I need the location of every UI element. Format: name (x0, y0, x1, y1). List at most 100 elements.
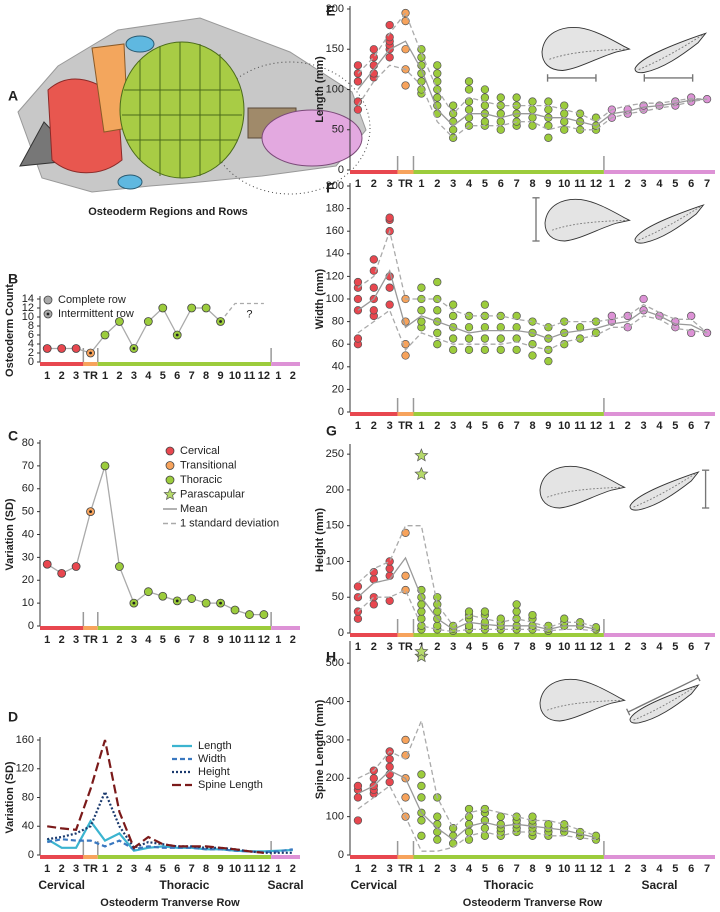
region-bar (413, 855, 604, 859)
x-tick-label: 1 (355, 641, 361, 653)
x-tick-label: 12 (590, 420, 602, 432)
x-tick-label: 2 (625, 178, 631, 190)
y-tick-label: 100 (326, 83, 344, 95)
data-point (449, 311, 458, 321)
x-tick-label: 4 (656, 863, 663, 875)
y-tick-label: 150 (326, 43, 344, 55)
x-tick-label: 10 (229, 863, 241, 875)
data-point (401, 585, 410, 595)
data-point (560, 101, 569, 110)
y-axis-label: Osteoderm Count (4, 284, 16, 377)
data-point (496, 109, 505, 118)
data-point (480, 300, 490, 309)
x-tick-label: 2 (116, 370, 122, 382)
data-point (401, 351, 410, 360)
y-tick-label: 10 (22, 311, 34, 323)
data-point (259, 610, 269, 619)
data-point (353, 793, 363, 802)
midline (638, 205, 702, 241)
data-point (464, 97, 474, 106)
y-tick-label: 80 (22, 791, 34, 803)
x-tick-label: 5 (672, 863, 678, 875)
region-name: Thoracic (159, 878, 209, 892)
x-tick-label: 1 (418, 178, 424, 190)
x-tick-label: 5 (672, 420, 678, 432)
x-tick-label: 12 (590, 178, 602, 190)
data-point (385, 596, 394, 605)
x-tick-label: 10 (229, 634, 241, 646)
y-tick-label: 8 (28, 320, 34, 332)
legend-label: Height (198, 766, 230, 778)
data-point (433, 340, 442, 349)
x-tick-label: 7 (514, 863, 520, 875)
data-point (417, 317, 426, 326)
x-tick-label: 6 (498, 178, 504, 190)
measure-cap (626, 708, 631, 716)
x-tick-label: 1 (355, 863, 361, 875)
panel-label: E (326, 3, 335, 19)
osteoderm-lateral (541, 26, 631, 71)
x-tick-label: 7 (704, 863, 710, 875)
x-tick-label: 1 (609, 420, 615, 432)
x-tick-label: 4 (466, 641, 473, 653)
x-tick-label: 4 (145, 370, 152, 382)
y-tick-label: 150 (326, 520, 344, 532)
intermittent-dot (89, 351, 92, 355)
data-point (401, 793, 410, 802)
data-point (544, 121, 553, 130)
x-tick-label: 9 (545, 178, 551, 190)
x-tick-label: 3 (73, 370, 79, 382)
x-tick-label: 7 (514, 641, 520, 653)
region-bar (603, 633, 715, 637)
y-tick-label: 60 (332, 338, 344, 350)
data-point (449, 300, 458, 309)
panel-a-illustration: A Osteoderm Regions and Rows (8, 17, 371, 218)
intermittent-dot (219, 601, 222, 605)
data-point (42, 344, 52, 353)
region-bar (40, 855, 84, 859)
x-tick-label: 8 (203, 370, 209, 382)
x-tick-label: 1 (275, 634, 281, 646)
midline (633, 472, 697, 508)
data-point (480, 101, 490, 110)
x-tick-label: 5 (482, 863, 488, 875)
x-tick-label: 2 (290, 634, 296, 646)
mean-line (357, 556, 597, 631)
data-point (417, 306, 426, 315)
x-tick-label: 4 (656, 420, 663, 432)
x-tick-label: 2 (59, 370, 65, 382)
region-bar (397, 633, 414, 637)
x-tick-label: TR (83, 370, 98, 382)
data-point (369, 266, 378, 275)
legend-label: Parascapular (180, 488, 245, 500)
data-point (417, 831, 426, 840)
data-point (433, 77, 442, 86)
x-tick-label: 2 (371, 420, 377, 432)
panel-label: G (326, 423, 337, 439)
data-point (433, 306, 442, 315)
x-tick-label: 11 (574, 641, 586, 653)
y-tick-label: 200 (326, 3, 344, 15)
parascapular-star (414, 648, 429, 663)
x-tick-label: 1 (609, 178, 615, 190)
region-bar (350, 412, 398, 416)
data-point (464, 105, 474, 114)
data-point (433, 328, 442, 338)
y-tick-label: 0 (338, 164, 344, 176)
data-point (480, 85, 490, 94)
data-point (433, 85, 442, 94)
region-bar (97, 626, 272, 630)
data-point (353, 105, 363, 114)
data-point (433, 835, 442, 844)
data-point (353, 294, 363, 304)
data-point (158, 303, 168, 313)
data-point (464, 607, 474, 616)
y-tick-label: 0 (338, 406, 344, 418)
data-point (158, 591, 168, 601)
parascapular-star (414, 448, 429, 462)
x-tick-label: 3 (450, 420, 456, 432)
data-point (496, 345, 505, 355)
x-tick-label: 6 (688, 863, 694, 875)
data-point (449, 101, 458, 110)
region-bar (350, 633, 398, 637)
